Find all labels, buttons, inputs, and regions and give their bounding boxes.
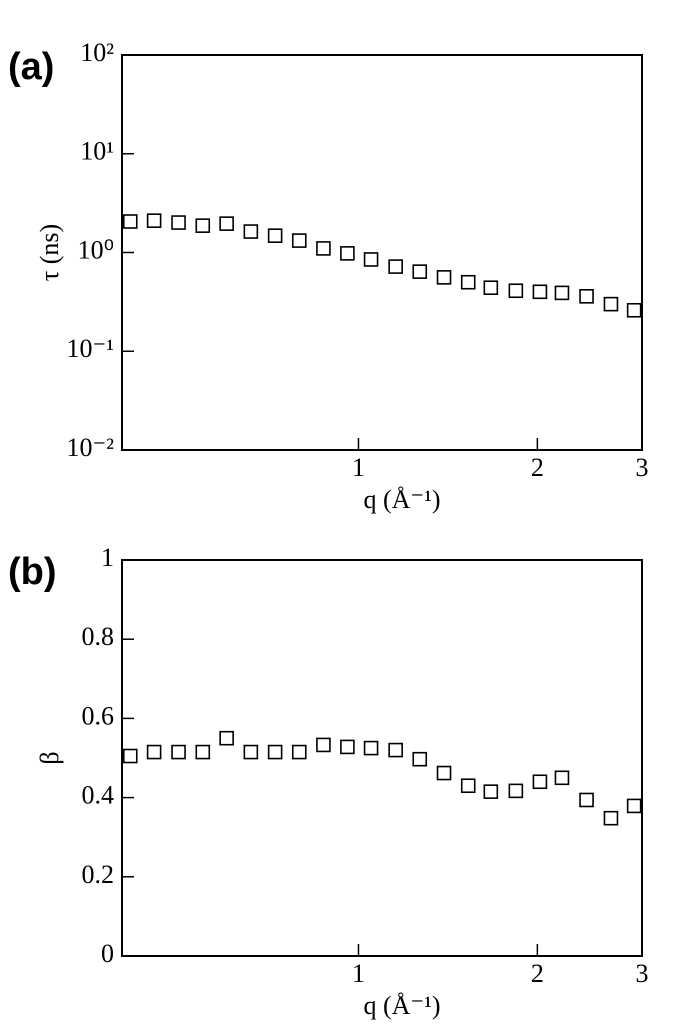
- point: [554, 285, 570, 301]
- point: [436, 270, 452, 285]
- y-tick-label: 0.6: [82, 701, 115, 730]
- x-tick-label: 3: [636, 959, 649, 988]
- point: [460, 274, 476, 290]
- point: [122, 214, 138, 229]
- point: [388, 259, 403, 274]
- y-tick-label: 0.2: [82, 860, 115, 889]
- point: [171, 215, 186, 230]
- point: [460, 778, 476, 794]
- y-tick-label: 10¹: [80, 137, 114, 166]
- point: [603, 810, 619, 826]
- plot-frame: [121, 54, 643, 451]
- point: [436, 765, 452, 781]
- point: [532, 774, 548, 790]
- x-axis-label: q (Å⁻¹): [363, 991, 440, 1020]
- point: [291, 744, 307, 760]
- point: [171, 744, 186, 760]
- y-axis-label: β: [35, 751, 64, 764]
- point: [388, 742, 403, 758]
- y-tick-label: 0: [101, 939, 114, 968]
- point: [267, 228, 283, 243]
- point: [554, 770, 570, 786]
- point: [243, 224, 259, 239]
- point: [483, 280, 499, 296]
- y-tick-label: 0.4: [82, 781, 115, 810]
- panel-label: (b): [8, 551, 57, 593]
- point: [195, 744, 211, 760]
- x-tick-label: 2: [531, 959, 544, 988]
- point: [363, 740, 379, 756]
- y-tick-label: 1: [101, 543, 114, 572]
- point: [412, 264, 428, 279]
- point: [146, 213, 162, 228]
- point: [291, 233, 307, 248]
- point: [532, 284, 548, 300]
- point: [603, 296, 619, 312]
- point: [219, 216, 234, 231]
- point: [340, 246, 355, 261]
- point: [195, 218, 211, 233]
- x-tick-label: 1: [352, 453, 365, 482]
- plot-frame: [121, 559, 643, 957]
- point: [626, 302, 642, 318]
- y-tick-label: 10²: [80, 38, 114, 67]
- x-tick-label: 2: [531, 453, 544, 482]
- point: [626, 798, 642, 814]
- point: [508, 783, 524, 799]
- x-tick-label: 3: [636, 453, 649, 482]
- point: [579, 792, 594, 808]
- point: [579, 289, 594, 304]
- point: [316, 241, 331, 256]
- point: [483, 784, 499, 799]
- panel-label: (a): [8, 46, 54, 88]
- x-tick-label: 1: [352, 959, 365, 988]
- point: [412, 751, 428, 767]
- point: [508, 283, 524, 299]
- point: [219, 730, 234, 746]
- y-tick-label: 10⁻¹: [66, 334, 114, 363]
- y-tick-label: 10⁰: [78, 235, 114, 264]
- point: [267, 744, 283, 760]
- x-axis-label: q (Å⁻¹): [363, 485, 440, 514]
- point: [363, 252, 379, 267]
- y-tick-label: 0.8: [82, 622, 115, 651]
- point: [243, 744, 259, 760]
- y-axis-label: τ (ns): [35, 224, 64, 281]
- y-tick-label: 10⁻²: [66, 433, 114, 462]
- point: [146, 744, 162, 760]
- point: [340, 739, 355, 755]
- point: [316, 737, 331, 753]
- point: [122, 748, 138, 764]
